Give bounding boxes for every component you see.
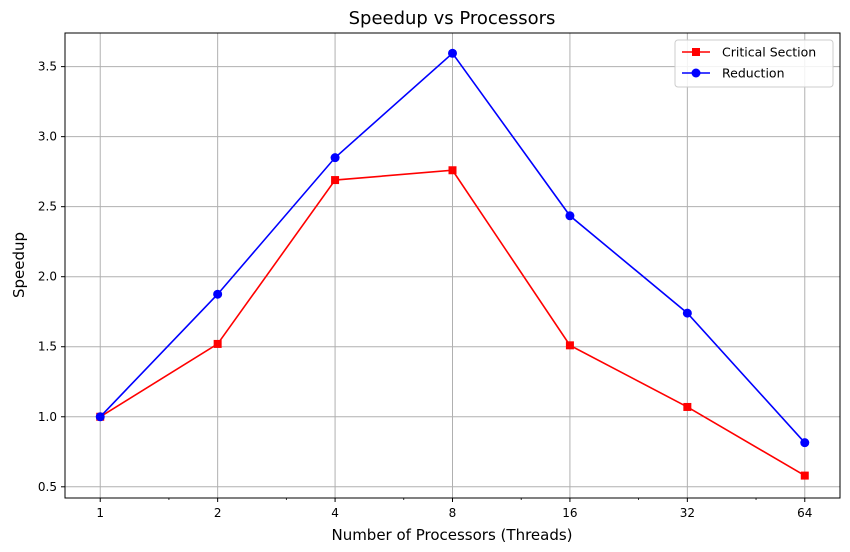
y-tick-label: 3.5 (38, 60, 57, 74)
legend: Critical Section Reduction (674, 39, 834, 88)
reduction-point (800, 438, 810, 448)
reduction-point (565, 211, 575, 221)
x-axis-label: Number of Processors (Threads) (331, 526, 572, 544)
series-group (95, 48, 810, 480)
y-tick-label: 1.0 (38, 410, 57, 424)
x-tick-label: 32 (680, 506, 695, 520)
x-tick-label: 8 (449, 506, 457, 520)
legend-label: Reduction (722, 66, 785, 81)
tick-marks: 1 2 4 8 16 32 64 0.5 1.0 1.5 2.0 2.5 3.0 3.5 (38, 60, 813, 520)
x-tick-label: 1 (96, 506, 104, 520)
x-tick-label: 4 (331, 506, 339, 520)
y-tick-label: 0.5 (38, 480, 57, 494)
series-reduction (95, 48, 810, 448)
critical-section-point (213, 339, 222, 348)
critical-section-point (800, 471, 809, 480)
legend-entry-reduction: Reduction (682, 66, 785, 81)
legend-entry-critical-section: Critical Section (682, 45, 816, 60)
critical-section-point (331, 176, 340, 185)
reduction-point (682, 308, 692, 318)
y-axis-label: Speedup (10, 232, 28, 298)
x-tick-label: 16 (562, 506, 577, 520)
reduction-point (95, 412, 105, 422)
y-tick-label: 3.0 (38, 130, 57, 144)
critical-section-point (565, 341, 574, 350)
y-tick-label: 2.0 (38, 270, 57, 284)
critical-section-point (683, 402, 692, 411)
reduction-point (448, 48, 457, 58)
reduction-point (330, 153, 340, 163)
reduction-point (213, 289, 223, 299)
legend-box (674, 39, 834, 88)
chart-title: Speedup vs Processors (349, 8, 556, 29)
grid-lines (65, 33, 840, 498)
y-tick-label: 2.5 (38, 200, 57, 214)
x-tick-label: 2 (214, 506, 222, 520)
legend-marker (691, 68, 701, 78)
legend-marker (692, 48, 700, 56)
legend-label: Critical Section (722, 45, 816, 60)
critical-section-point (448, 166, 457, 175)
x-tick-label: 64 (797, 506, 812, 520)
y-tick-label: 1.5 (38, 340, 57, 354)
